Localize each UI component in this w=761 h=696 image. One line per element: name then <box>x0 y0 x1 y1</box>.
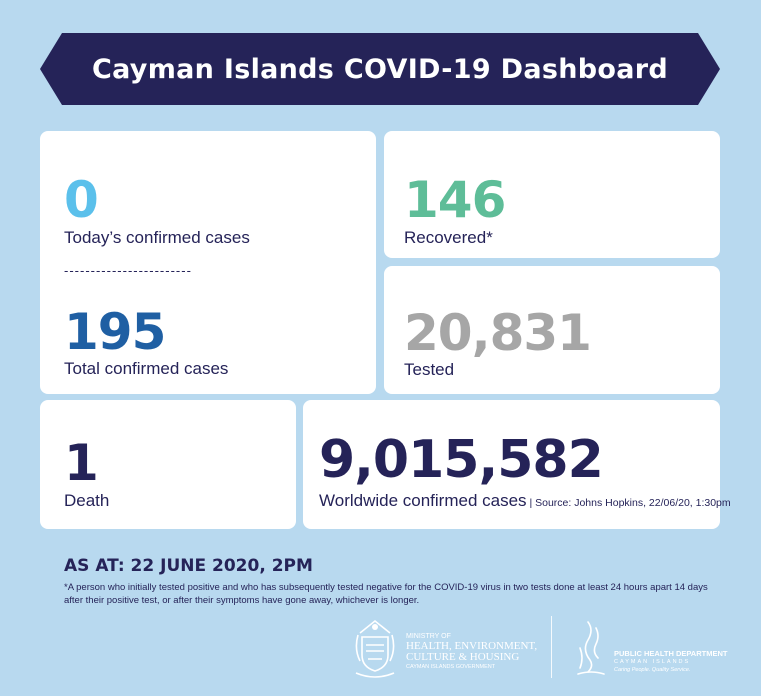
recovered-value: 146 <box>404 171 506 229</box>
death-label: Death <box>64 491 110 510</box>
todays-confirmed-value: 0 <box>64 171 99 229</box>
total-confirmed-label: Total confirmed cases <box>64 359 229 378</box>
worldwide-card: 9,015,582 Worldwide confirmed cases | So… <box>303 400 731 529</box>
recovered-label: Recovered* <box>404 228 493 247</box>
worldwide-label: Worldwide confirmed cases <box>319 491 527 510</box>
ministry-logo-text: MINISTRY OF HEALTH, ENVIRONMENT, CULTURE… <box>406 632 537 672</box>
todays-confirmed-label: Today’s confirmed cases <box>64 228 250 247</box>
ministry-line3: CULTURE & HOUSING <box>406 651 520 663</box>
footnote: *A person who initially tested positive … <box>64 582 708 606</box>
tested-label: Tested <box>404 360 455 379</box>
public-health-logo-text: PUBLIC HEALTH DEPARTMENT CAYMAN ISLANDS … <box>614 649 727 674</box>
worldwide-value: 9,015,582 <box>319 430 604 490</box>
as-at-date: AS AT: 22 JUNE 2020, 2PM <box>64 556 313 576</box>
death-card: 1 Death <box>40 400 296 529</box>
tested-value: 20,831 <box>404 304 592 362</box>
dashboard-title-banner: Cayman Islands COVID-19 Dashboard <box>40 33 720 105</box>
phd-line3: Caring People. Quality Service. <box>614 667 691 673</box>
worldwide-source: | Source: Johns Hopkins, 22/06/20, 1:30p… <box>526 497 731 509</box>
phd-line2: CAYMAN ISLANDS <box>614 659 691 665</box>
divider-dashes: ------------------------ <box>64 263 192 278</box>
confirmed-cases-card: 0 Today’s confirmed cases --------------… <box>40 131 376 394</box>
dashboard-title: Cayman Islands COVID-19 Dashboard <box>91 53 669 85</box>
phd-line1: PUBLIC HEALTH DEPARTMENT <box>614 649 728 658</box>
worldwide-label-row: Worldwide confirmed cases | Source: John… <box>319 491 731 511</box>
ministry-line1: MINISTRY OF <box>406 633 451 640</box>
ministry-line4: CAYMAN ISLANDS GOVERNMENT <box>406 664 496 670</box>
coat-of-arms-icon <box>355 619 395 678</box>
public-health-logo-icon <box>577 621 605 675</box>
death-value: 1 <box>64 434 99 492</box>
logo-divider <box>551 616 552 678</box>
recovered-card: 146 Recovered* <box>384 131 720 258</box>
total-confirmed-value: 195 <box>64 303 166 361</box>
tested-card: 20,831 Tested <box>384 266 720 394</box>
ministry-line2: HEALTH, ENVIRONMENT, <box>406 640 538 652</box>
